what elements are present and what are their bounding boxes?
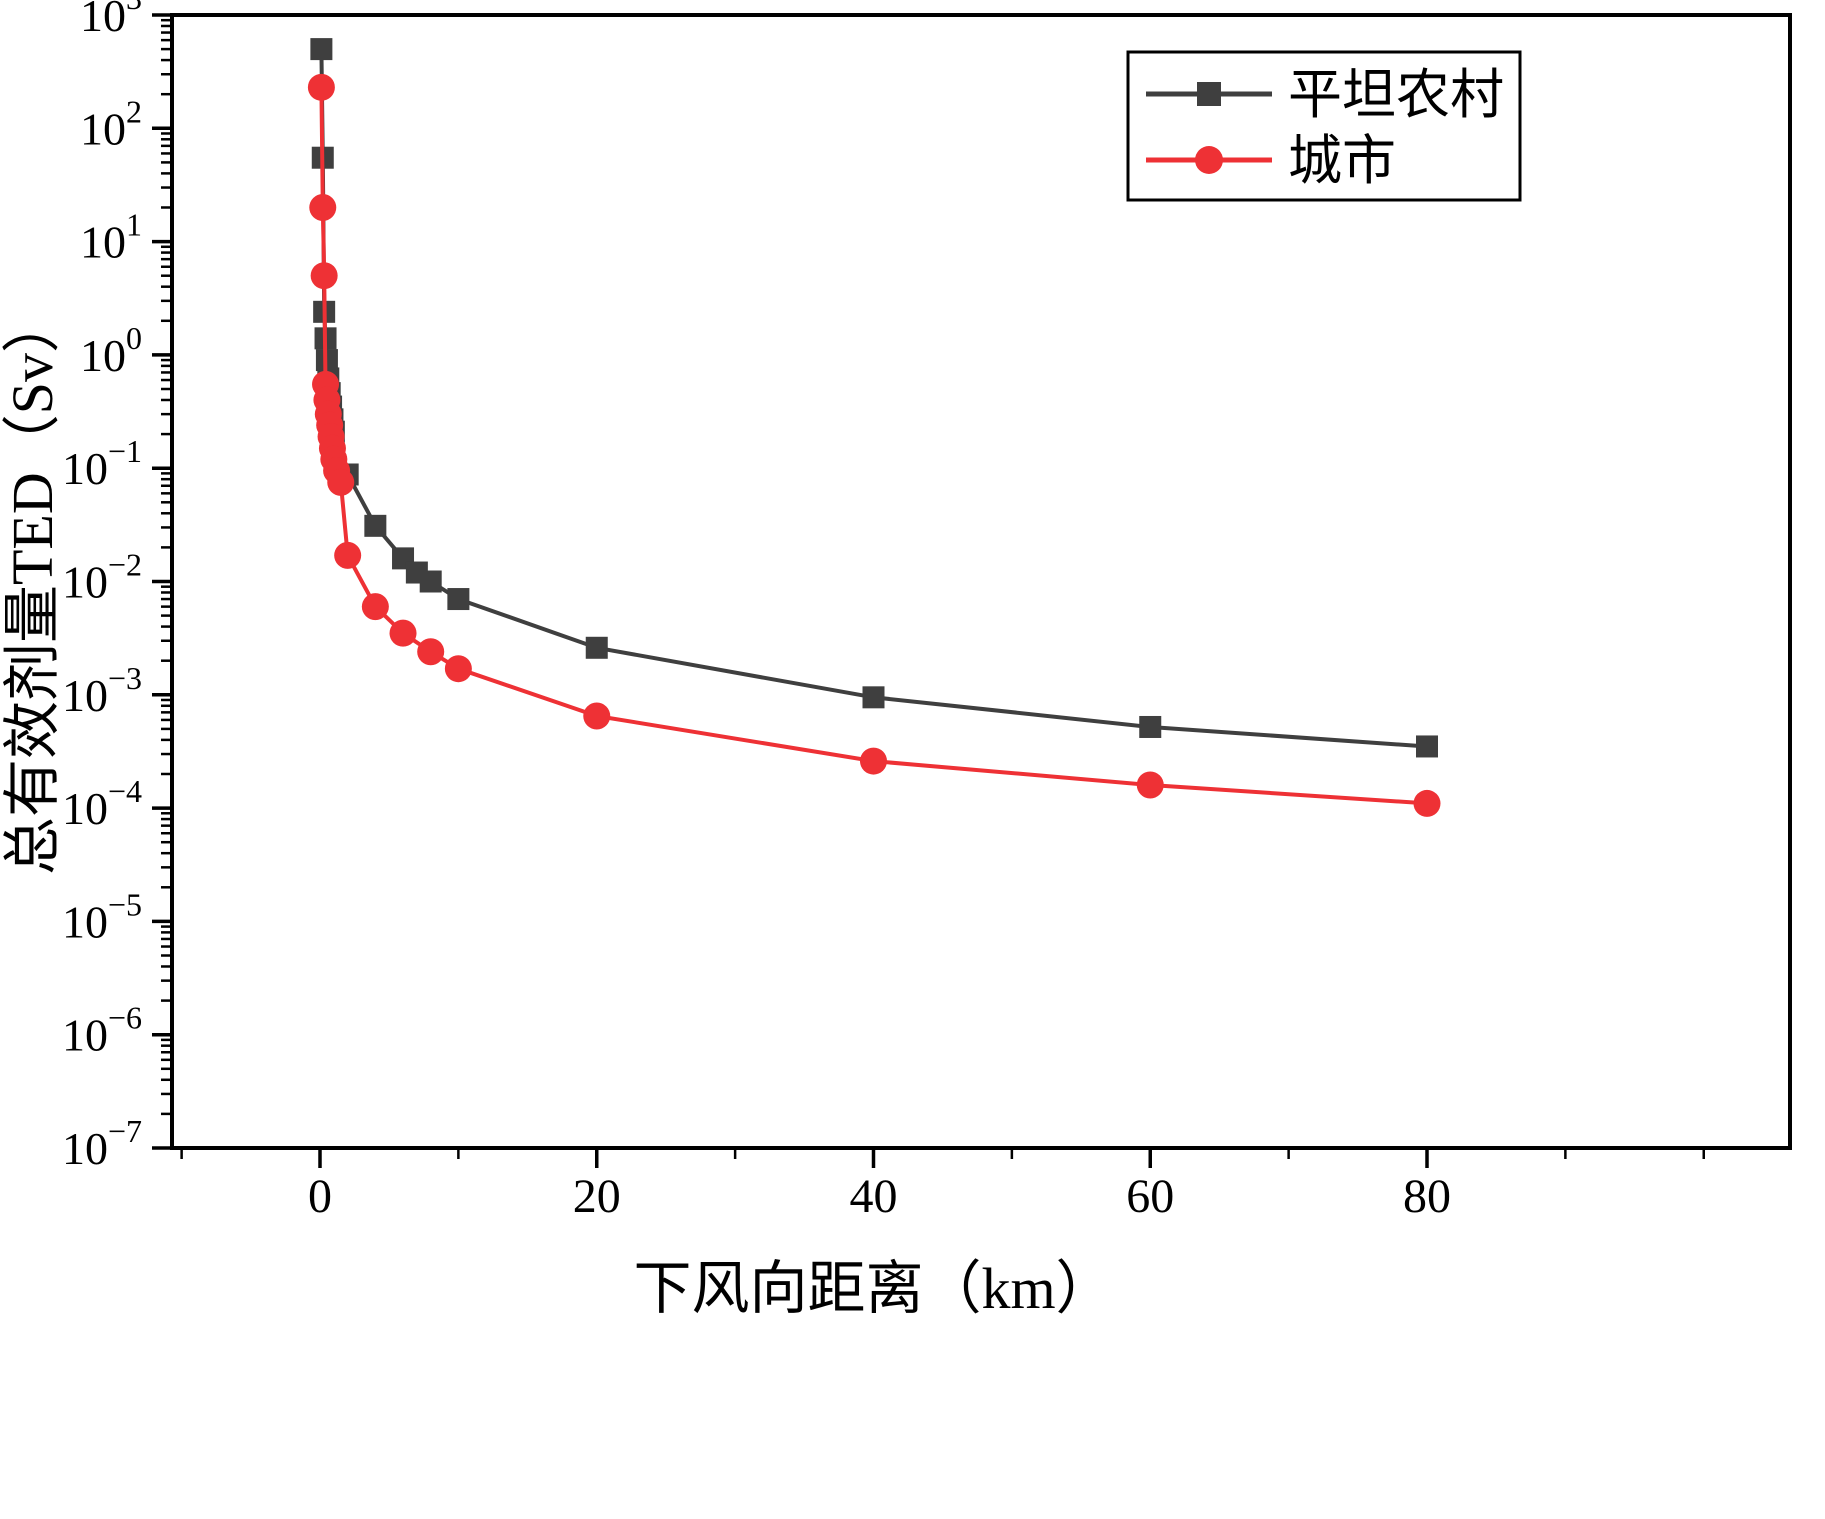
data-point-circle	[361, 593, 389, 621]
data-point-circle	[860, 747, 887, 775]
legend-item: 城市	[1146, 131, 1396, 191]
data-point-square	[310, 38, 333, 61]
data-point-circle	[1413, 789, 1441, 817]
data-point-circle	[334, 541, 362, 569]
data-point-circle	[583, 702, 611, 730]
data-point-circle	[417, 638, 445, 666]
x-tick-label: 80	[1403, 1170, 1451, 1223]
axes: 10310210110010−110−210−310−410−510−610−7…	[62, 0, 1705, 1223]
x-tick-label: 20	[573, 1170, 621, 1223]
x-tick-label: 60	[1126, 1170, 1174, 1223]
data-point-square	[364, 514, 387, 537]
y-tick-label: 102	[80, 93, 142, 154]
legend-circle-marker	[1195, 146, 1223, 174]
legend-label: 城市	[1288, 131, 1396, 191]
y-axis-title: 总有效剂量TED（Sv）	[0, 295, 65, 875]
series-city	[307, 73, 1441, 817]
legend-box	[1126, 50, 1522, 202]
data-point-square	[1139, 715, 1162, 738]
data-point-circle	[444, 655, 472, 683]
data-point-square	[419, 570, 442, 593]
x-axis-title: 下风向距离（km）	[633, 1256, 1113, 1321]
legend-square-marker	[1197, 82, 1221, 106]
y-tick-label: 10−2	[62, 547, 142, 608]
data-point-circle	[307, 73, 335, 101]
data-point-circle	[389, 619, 417, 647]
data-point-square	[1416, 735, 1438, 758]
data-point-circle	[327, 468, 355, 496]
data-point-square	[585, 636, 608, 659]
legend-item: 平坦农村	[1146, 65, 1504, 125]
data-point-circle	[310, 262, 338, 290]
x-tick-label: 0	[308, 1170, 332, 1223]
y-tick-label: 10−6	[62, 1000, 142, 1061]
legend-label: 平坦农村	[1288, 65, 1504, 125]
data-point-circle	[1136, 771, 1164, 799]
plot-frame	[170, 13, 1792, 1150]
data-point-square	[447, 588, 470, 611]
x-tick-label: 40	[850, 1170, 898, 1223]
data-point-square	[862, 686, 885, 709]
data-point-circle	[309, 193, 337, 221]
